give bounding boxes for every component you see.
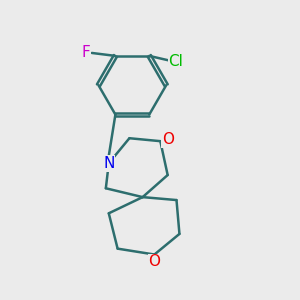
Text: O: O xyxy=(148,254,160,269)
Text: F: F xyxy=(82,46,90,61)
Text: Cl: Cl xyxy=(168,54,183,69)
Text: N: N xyxy=(103,156,115,171)
Text: O: O xyxy=(162,132,174,147)
